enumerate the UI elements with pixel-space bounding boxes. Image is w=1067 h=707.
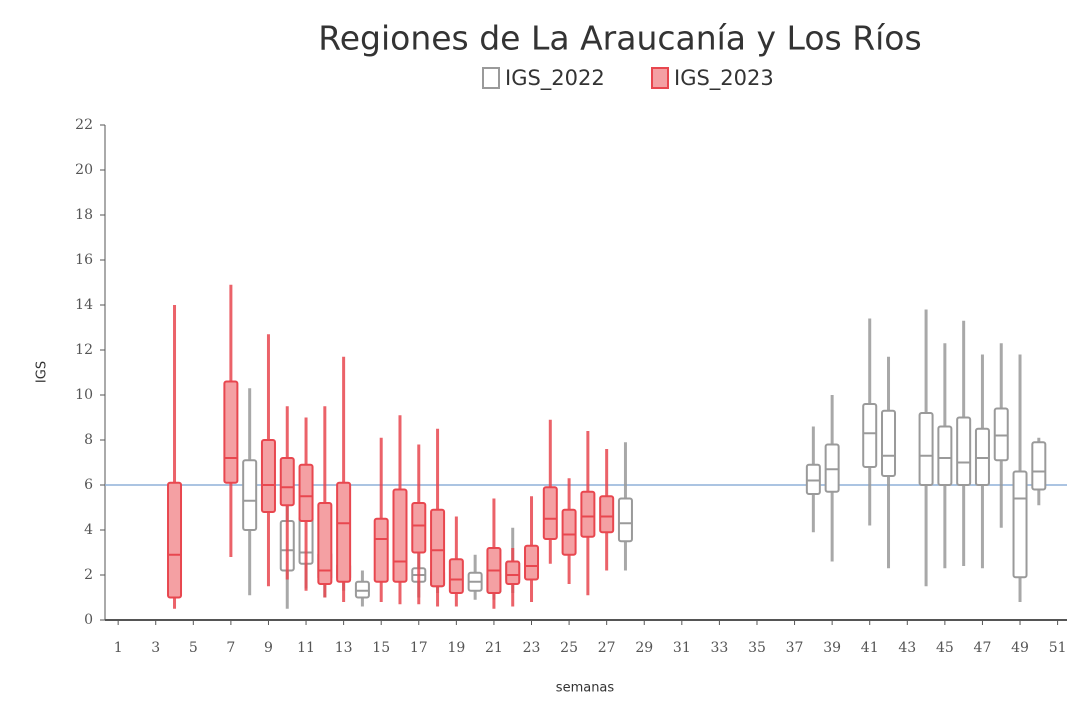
y-tick-label: 20 — [75, 162, 93, 178]
box — [617, 497, 633, 543]
x-tick-label: 9 — [264, 640, 273, 656]
x-tick-label: 13 — [335, 640, 353, 656]
box — [279, 457, 295, 507]
y-axis-label: IGS — [35, 361, 50, 383]
x-tick-label: 19 — [447, 640, 465, 656]
box — [392, 488, 408, 583]
x-tick-label: 51 — [1049, 640, 1067, 656]
legend-swatch — [651, 67, 669, 89]
box — [1012, 470, 1028, 579]
box — [242, 459, 258, 531]
y-tick-label: 8 — [84, 432, 93, 448]
x-tick-label: 15 — [372, 640, 390, 656]
box — [336, 481, 352, 583]
box — [524, 544, 540, 581]
legend-label: IGS_2022 — [505, 66, 605, 91]
box — [223, 380, 239, 484]
y-tick-label: 16 — [75, 252, 93, 268]
x-tick-label: 5 — [189, 640, 198, 656]
x-tick-label: 23 — [523, 640, 541, 656]
x-tick-label: 45 — [936, 640, 954, 656]
box — [956, 416, 972, 486]
x-tick-label: 17 — [410, 640, 428, 656]
box — [805, 463, 821, 495]
x-tick-label: 35 — [748, 640, 766, 656]
x-tick-label: 3 — [151, 640, 160, 656]
x-tick-label: 39 — [823, 640, 841, 656]
x-tick-label: 43 — [898, 640, 916, 656]
box — [505, 560, 521, 585]
box — [599, 495, 615, 534]
x-tick-label: 47 — [974, 640, 992, 656]
x-tick-label: 33 — [710, 640, 728, 656]
box — [580, 490, 596, 538]
x-tick-label: 27 — [598, 640, 616, 656]
box — [561, 508, 577, 556]
box — [542, 486, 558, 540]
box — [974, 427, 990, 486]
box — [937, 425, 953, 486]
box — [317, 502, 333, 585]
x-tick-label: 1 — [114, 640, 123, 656]
box — [1031, 441, 1047, 491]
x-tick-label: 29 — [635, 640, 653, 656]
box — [354, 580, 370, 599]
x-tick-label: 41 — [861, 640, 879, 656]
x-tick-label: 7 — [226, 640, 235, 656]
box — [862, 403, 878, 468]
y-tick-label: 4 — [84, 522, 93, 538]
x-tick-label: 37 — [786, 640, 804, 656]
box — [448, 558, 464, 594]
y-tick-label: 10 — [75, 387, 93, 403]
legend-label: IGS_2023 — [674, 66, 774, 91]
box — [824, 443, 840, 493]
y-tick-label: 22 — [75, 117, 93, 133]
box — [411, 502, 427, 554]
box — [373, 517, 389, 583]
box — [993, 407, 1009, 462]
y-tick-label: 2 — [84, 567, 93, 583]
y-tick-label: 0 — [84, 612, 93, 628]
y-tick-label: 14 — [75, 297, 93, 313]
x-tick-label: 11 — [297, 640, 315, 656]
y-tick-label: 12 — [75, 342, 93, 358]
y-tick-label: 6 — [84, 477, 93, 493]
x-tick-label: 21 — [485, 640, 503, 656]
box — [298, 463, 314, 522]
x-tick-label: 49 — [1011, 640, 1029, 656]
y-tick-label: 18 — [75, 207, 93, 223]
chart-title: Regiones de La Araucanía y Los Ríos — [318, 19, 921, 58]
box — [430, 508, 446, 588]
x-tick-label: 31 — [673, 640, 691, 656]
box — [260, 439, 276, 513]
box — [167, 481, 183, 599]
box — [881, 409, 897, 477]
box — [918, 412, 934, 486]
legend-swatch — [482, 67, 500, 89]
x-axis-label: semanas — [556, 681, 615, 696]
x-tick-label: 25 — [560, 640, 578, 656]
